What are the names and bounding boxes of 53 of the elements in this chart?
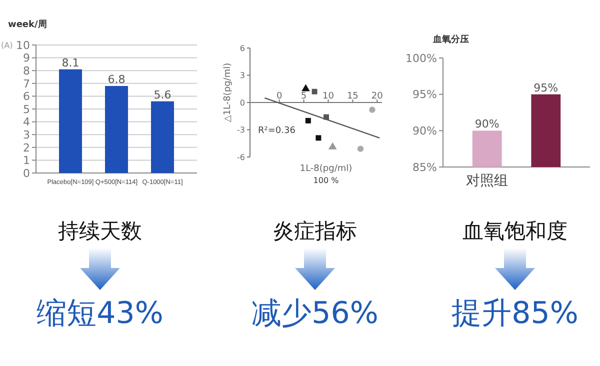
point — [302, 84, 310, 92]
x-tick-label: 20 — [371, 92, 384, 102]
text: 炎症指标 — [273, 219, 357, 243]
y-tick-label: 3 — [23, 128, 30, 142]
text: 减少56% — [252, 296, 378, 331]
text: 血氧饱和度 — [462, 219, 568, 243]
point — [328, 142, 337, 150]
text: (A) — [1, 41, 13, 50]
bar — [105, 86, 128, 173]
x-tick-label: 15 — [346, 92, 358, 102]
data-label: 95% — [534, 81, 558, 94]
y-tick-label: 95% — [412, 88, 437, 102]
text: 持续天数 — [58, 219, 142, 243]
point — [316, 135, 322, 141]
data-label: 8.1 — [62, 56, 80, 70]
y-tick-label: 100% — [406, 52, 437, 65]
y-axis-title: 血氧分压 — [432, 34, 469, 45]
y-tick-label: -3 — [237, 126, 245, 135]
y-tick-label: 85% — [412, 160, 437, 174]
text: 缩短43% — [36, 296, 164, 331]
y-tick-label: 2 — [23, 141, 30, 154]
bar — [151, 101, 174, 173]
y-axis-title: △1L-8(pg/ml) — [223, 62, 233, 122]
y-tick-label: 5 — [23, 102, 30, 116]
y-tick-label: 8 — [23, 64, 30, 78]
y-tick-label: 6 — [23, 90, 30, 104]
x-tick-label: 0 — [276, 92, 282, 102]
data-label: 5.6 — [154, 88, 172, 102]
y-tick-label: -6 — [237, 152, 245, 162]
text: 提升85% — [452, 296, 578, 331]
data-label: 6.8 — [108, 72, 126, 86]
y-axis-title: week/周 — [8, 19, 47, 30]
x-axis-title: 1L-8(pg/ml) — [300, 164, 352, 174]
x-tick-label: 对照组 — [466, 173, 508, 189]
point — [305, 118, 311, 124]
x-tick-label: 10 — [322, 92, 334, 102]
point — [369, 106, 376, 113]
y-tick-label: 90% — [412, 124, 437, 138]
y-tick-label: 10 — [16, 38, 30, 52]
data-label: 90% — [474, 118, 500, 131]
y-tick-label: 7 — [23, 77, 30, 90]
y-tick-label: 1 — [23, 154, 30, 168]
y-tick-label: 4 — [23, 116, 30, 129]
x-tick-label: 5 — [300, 92, 307, 102]
y-tick-label: 6 — [240, 44, 245, 53]
text: 100 % — [313, 176, 340, 185]
bar — [59, 69, 82, 173]
y-tick-label: 3 — [240, 71, 245, 80]
y-tick-label: 0 — [240, 98, 245, 108]
annotation: R²=0.36 — [258, 126, 296, 136]
point — [312, 88, 318, 94]
point — [357, 146, 364, 152]
y-tick-label: 9 — [23, 52, 30, 65]
